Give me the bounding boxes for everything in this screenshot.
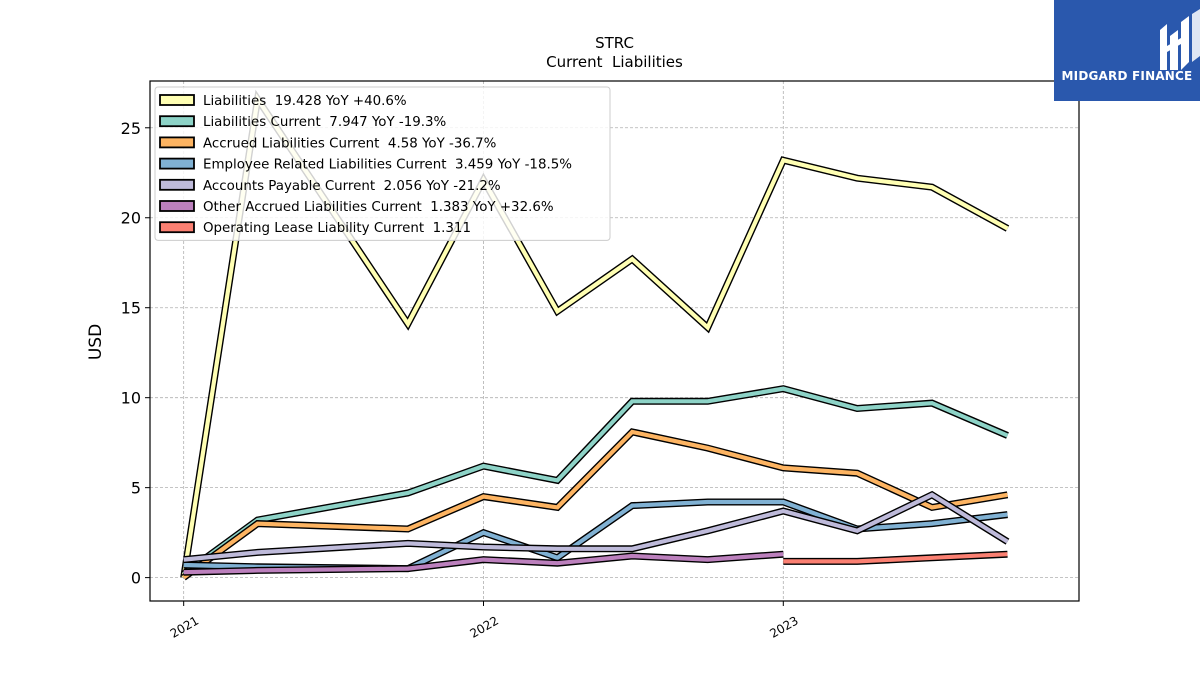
legend-label: Accounts Payable Current 2.056 YoY -21.2… [203, 179, 501, 194]
midgard-logo-icon [1160, 9, 1200, 70]
y-tick-label: 25 [121, 119, 141, 138]
y-tick-label: 15 [121, 299, 141, 318]
x-tick-label: 2021 [168, 613, 201, 640]
legend-label: Liabilities Current 7.947 YoY -19.3% [203, 115, 446, 130]
series-lines [180, 89, 1010, 581]
series-liabilities [180, 89, 1010, 579]
series-line [182, 386, 1009, 576]
series-accrued-liabilities-current [181, 428, 1009, 581]
legend-box [154, 86, 611, 241]
y-tick-label: 5 [131, 479, 141, 498]
series-line [182, 429, 1008, 580]
legend-label: Accrued Liabilities Current 4.58 YoY -36… [203, 136, 496, 151]
legend-swatch [159, 94, 195, 106]
plot-frame [149, 80, 1080, 602]
x-tick-label: 2023 [767, 613, 800, 640]
y-axis-label: USD [86, 324, 106, 360]
brand-logo: MIDGARD FINANCE [1054, 0, 1200, 101]
series-line [183, 492, 1009, 562]
series-line [783, 552, 1008, 564]
series-line-outline [181, 428, 1009, 581]
legend-swatch [159, 136, 195, 149]
series-other-accrued-liabilities-current [183, 550, 784, 576]
legend: Liabilities 19.428 YoY +40.6% Liabilities… [154, 86, 611, 241]
legend-swatch [159, 200, 195, 212]
legend-swatch [159, 178, 195, 191]
legend-label: Operating Lease Liability Current 1.311 [203, 221, 471, 236]
legend-label: Employee Related Liabilities Current 3.4… [203, 158, 572, 173]
legend-swatch [159, 221, 195, 234]
y-tick-label: 10 [121, 389, 141, 408]
series-accounts-payable-current [183, 490, 1010, 564]
y-tick-label: 20 [121, 209, 141, 228]
series-operating-lease-liability-current [783, 550, 1008, 565]
chart-subtitle: Current Liabilities [546, 53, 683, 71]
x-tick-label: 2022 [468, 613, 501, 640]
series-line [183, 552, 784, 575]
legend-label: Liabilities 19.428 YoY +40.6% [203, 94, 407, 109]
legend-swatch [159, 115, 195, 128]
series-liabilities-current [181, 385, 1009, 577]
y-tick-label: 0 [131, 569, 141, 588]
chart-title: STRC [595, 34, 634, 52]
legend-swatch [159, 157, 195, 170]
brand-name: MIDGARD FINANCE [1061, 69, 1193, 83]
series-line [181, 93, 1009, 578]
legend-label: Other Accrued Liabilities Current 1.383 … [203, 200, 554, 215]
